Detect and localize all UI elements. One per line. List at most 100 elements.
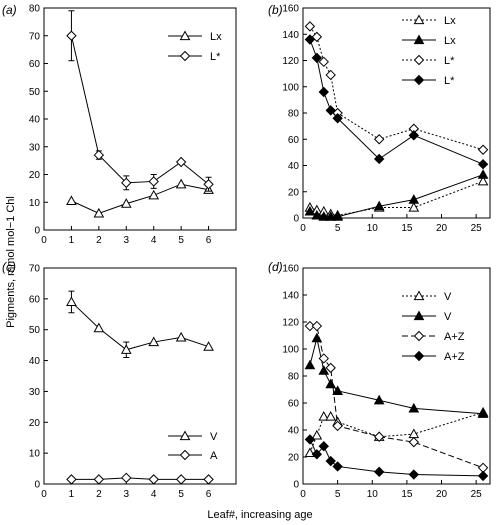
panel-c-series-0-point bbox=[203, 341, 214, 351]
panel-b-y-tick-label: 120 bbox=[282, 56, 299, 67]
panel-d-series-3-point bbox=[311, 449, 323, 460]
panel-b-series-3-line bbox=[309, 39, 484, 165]
panel-d-series-0-point bbox=[408, 428, 420, 439]
panel-b-series-2-point bbox=[477, 144, 489, 155]
panel-b-series-2-line bbox=[309, 26, 484, 151]
panel-d-series-2-line bbox=[309, 325, 484, 469]
panel-c-x-tick-label: 1 bbox=[69, 489, 75, 500]
panel-d-series-1-point bbox=[325, 378, 337, 389]
panel-b-series-2-point bbox=[318, 56, 329, 68]
panel-c-label: (c) bbox=[2, 260, 16, 274]
panel-b-series-2-point bbox=[373, 134, 385, 145]
panel-b-series-3-point bbox=[408, 130, 420, 141]
panel-d: (d) 0 5 10 15 20 25 0 20 40 60 80 100 120 140 160 VV A+Z… bbox=[268, 260, 491, 500]
panel-b-series-3-point bbox=[332, 113, 343, 124]
panel-d-series-0-point bbox=[318, 410, 330, 421]
panel-b-series-1-point bbox=[325, 211, 337, 221]
panel-d-legend-3-label: A+Z bbox=[444, 351, 465, 363]
panel-a-y-tick-label: 50 bbox=[29, 87, 41, 98]
panel-d-series-1-point bbox=[318, 365, 330, 375]
panel-d-legend-2-label: A+Z bbox=[444, 331, 465, 343]
panel-b-legend-3-marker bbox=[413, 74, 425, 86]
panel-d-y-tick-label: 140 bbox=[282, 291, 299, 302]
panel-a-legend-1-label: L* bbox=[210, 51, 221, 63]
panel-d-x-tick-label: 15 bbox=[401, 489, 413, 500]
panel-a-series-0-point bbox=[175, 178, 187, 189]
panel-a-series-0-point bbox=[148, 189, 160, 200]
panel-b-series-1-point bbox=[311, 209, 323, 220]
panel-c-frame bbox=[43, 267, 237, 485]
panel-d-series-2-point bbox=[325, 362, 336, 374]
panel-d-series-1-point bbox=[332, 385, 343, 395]
panel-b-series-3-point bbox=[373, 153, 385, 165]
panel-d-legend-0-label: V bbox=[444, 291, 452, 303]
panel-d-series-2-point bbox=[304, 320, 316, 332]
panel-c-series-0-point bbox=[66, 296, 77, 307]
panel-a-series-0-point bbox=[66, 195, 77, 205]
panel-c-series-0-point bbox=[93, 322, 105, 333]
panel-d-legend-3-marker bbox=[413, 350, 425, 362]
panel-c-y-tick-label: 60 bbox=[29, 294, 41, 305]
panel-a-x-tick-label: 4 bbox=[151, 235, 157, 246]
panel-a-label: (a) bbox=[2, 3, 17, 17]
panel-b-series-3-point bbox=[304, 34, 316, 45]
panel-d-x-tick-label: 10 bbox=[367, 489, 379, 500]
panel-b-label: (b) bbox=[268, 3, 283, 17]
panel-b-y-tick-label: 160 bbox=[282, 4, 299, 15]
panel-b-x-tick-label: 0 bbox=[300, 223, 306, 234]
panel-b-series-1-point bbox=[477, 169, 489, 179]
panel-d-label: (d) bbox=[268, 260, 283, 274]
panel-a-y-tick-label: 60 bbox=[29, 59, 41, 70]
panel-b-legend-2-marker bbox=[413, 54, 425, 66]
panel-b-legend-0-label: Lx bbox=[444, 15, 456, 27]
panel-b-legend-1-marker bbox=[413, 34, 425, 45]
panel-d-y-tick-label: 40 bbox=[288, 426, 300, 437]
panel-a-x-tick-label: 3 bbox=[124, 235, 130, 246]
panel-c-y-tick-label: 70 bbox=[29, 264, 41, 275]
panel-a-x-tick-label: 1 bbox=[69, 235, 75, 246]
panel-c-series-0-point bbox=[148, 336, 160, 347]
panel-d-legend-2-marker bbox=[413, 330, 425, 342]
panel-c-y-tick-label: 20 bbox=[29, 418, 41, 429]
panel-b-x-tick-label: 15 bbox=[401, 223, 413, 234]
x-axis-title: Leaf#, increasing age bbox=[207, 509, 312, 521]
panel-c-x-tick-label: 3 bbox=[124, 489, 130, 500]
panel-c-series-0-point bbox=[175, 331, 187, 342]
panel-a-series-1-point bbox=[121, 177, 132, 189]
panel-d-series-3-point bbox=[477, 470, 489, 482]
panel-d-y-tick-label: 80 bbox=[288, 372, 300, 383]
panel-d-series-1-line bbox=[309, 338, 484, 415]
panel-b-series-1-point bbox=[304, 205, 316, 216]
panel-c-series-1-point bbox=[203, 474, 214, 485]
panel-c-series-1-line bbox=[71, 477, 209, 480]
panel-d-series-3-point bbox=[304, 434, 316, 445]
panel-b-series-2-point bbox=[304, 21, 316, 32]
panel-a-x-tick-label: 2 bbox=[96, 235, 102, 246]
panel-c-legend-0-marker bbox=[179, 430, 191, 441]
panel-b-legend-0-marker bbox=[413, 14, 425, 25]
panel-d-x-tick-label: 20 bbox=[436, 489, 448, 500]
panel-c-series-0-line bbox=[71, 301, 209, 351]
panel-c-x-tick-label: 6 bbox=[206, 489, 212, 500]
panel-b-series-1-point bbox=[318, 211, 330, 221]
panel-b-x-tick-label: 5 bbox=[335, 223, 341, 234]
panel-c-series-1-point bbox=[148, 474, 159, 485]
panel-b-y-tick-label: 40 bbox=[288, 161, 300, 172]
panel-a-legend-0-marker bbox=[179, 30, 191, 41]
panel-d-x-tick-label: 0 bbox=[300, 489, 306, 500]
panel-a-y-tick-label: 40 bbox=[29, 115, 41, 126]
panel-a-y-tick-label: 10 bbox=[29, 198, 41, 209]
panel-d-y-tick-label: 120 bbox=[282, 318, 299, 329]
panel-b-x-tick-label: 20 bbox=[436, 223, 448, 234]
panel-c-series-1-point bbox=[66, 474, 77, 485]
panel-d-frame bbox=[302, 267, 491, 485]
panel-c-legend-1-marker bbox=[179, 449, 191, 461]
panel-d-series-2-point bbox=[318, 353, 329, 364]
panel-b-x-tick-label: 10 bbox=[367, 223, 379, 234]
panel-a-series-0-line bbox=[71, 183, 209, 214]
panel-b-y-tick-label: 80 bbox=[288, 109, 300, 120]
panel-d-series-2-point bbox=[373, 431, 385, 442]
panel-b-y-tick-label: 20 bbox=[288, 187, 300, 198]
panel-d-y-tick-label: 160 bbox=[282, 264, 299, 275]
panel-c-y-tick-label: 50 bbox=[29, 325, 41, 336]
